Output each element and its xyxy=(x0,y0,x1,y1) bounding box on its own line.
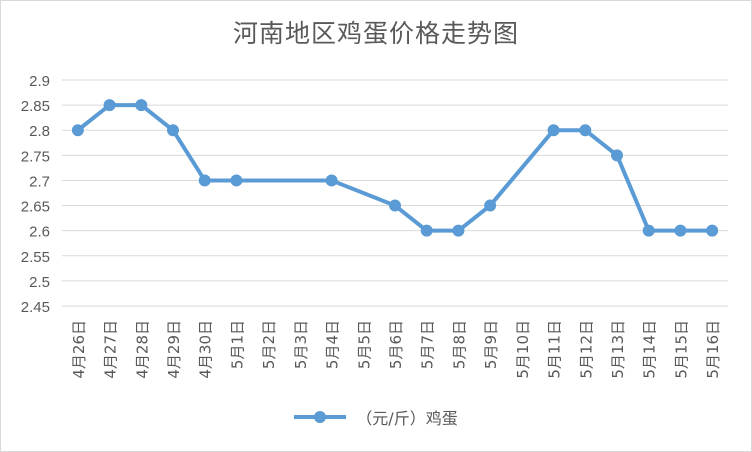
y-tick-label: 2.45 xyxy=(21,299,50,316)
y-tick-label: 2.85 xyxy=(21,98,50,115)
x-tick-label: 4月30日 xyxy=(197,320,215,379)
y-tick-label: 2.8 xyxy=(29,123,50,140)
data-point xyxy=(452,224,465,237)
y-tick-label: 2.6 xyxy=(29,224,50,241)
data-point xyxy=(547,124,560,137)
legend: （元/斤）鸡蛋 xyxy=(0,405,752,429)
x-tick-label: 5月15日 xyxy=(672,320,690,379)
y-tick-label: 2.75 xyxy=(21,148,50,165)
x-tick-label: 5月10日 xyxy=(514,320,532,379)
y-tick-label: 2.5 xyxy=(29,274,50,291)
data-point xyxy=(579,124,592,137)
x-tick-label: 4月29日 xyxy=(165,320,183,379)
x-tick-label: 4月28日 xyxy=(133,320,151,379)
x-tick-label: 5月12日 xyxy=(577,320,595,379)
x-tick-label: 5月4日 xyxy=(324,320,342,369)
data-point xyxy=(198,174,211,187)
legend-marker-icon xyxy=(294,411,347,423)
x-axis-ticks: 4月26日 4月27日 4月28日 4月29日 4月30日 5月1日 5月2日 5月3日 5月4… xyxy=(70,320,722,379)
x-tick-label: 5月11日 xyxy=(546,320,564,379)
series-layer xyxy=(71,99,719,237)
data-point xyxy=(674,224,687,237)
data-point xyxy=(325,174,338,187)
x-tick-label: 5月8日 xyxy=(450,320,468,369)
data-point xyxy=(389,199,401,212)
x-tick-label: 5月13日 xyxy=(609,320,627,379)
y-axis-ticks: 2.9 2.85 2.8 2.75 2.7 2.65 2.6 2.55 2.5 2.45 xyxy=(21,73,50,316)
data-point xyxy=(167,124,179,137)
x-tick-label: 5月7日 xyxy=(419,320,437,369)
series-line xyxy=(76,103,713,233)
y-tick-label: 2.9 xyxy=(29,73,50,90)
x-tick-label: 5月2日 xyxy=(260,320,278,369)
gridlines xyxy=(62,79,728,307)
data-point xyxy=(484,199,497,212)
x-tick-label: 5月14日 xyxy=(641,320,659,379)
data-point xyxy=(71,124,84,137)
x-tick-label: 5月9日 xyxy=(482,320,500,369)
data-point xyxy=(103,99,116,112)
data-point xyxy=(135,99,148,112)
x-tick-label: 5月5日 xyxy=(355,320,373,369)
y-tick-label: 2.55 xyxy=(21,249,50,266)
data-point xyxy=(642,224,655,237)
x-tick-label: 5月3日 xyxy=(292,320,310,369)
x-tick-label: 4月26日 xyxy=(70,320,88,379)
y-tick-label: 2.65 xyxy=(21,199,50,216)
x-tick-label: 5月16日 xyxy=(704,320,722,379)
data-point xyxy=(611,149,623,162)
x-tick-label: 4月27日 xyxy=(102,320,120,379)
x-tick-label: 5月6日 xyxy=(387,320,405,369)
legend-label: （元/斤）鸡蛋 xyxy=(356,409,458,428)
chart-title: 河南地区鸡蛋价格走势图 xyxy=(232,19,519,48)
data-point xyxy=(706,224,719,237)
y-tick-label: 2.7 xyxy=(29,173,50,190)
x-tick-label: 5月1日 xyxy=(228,320,246,369)
data-point xyxy=(230,174,243,187)
data-point xyxy=(420,224,433,237)
